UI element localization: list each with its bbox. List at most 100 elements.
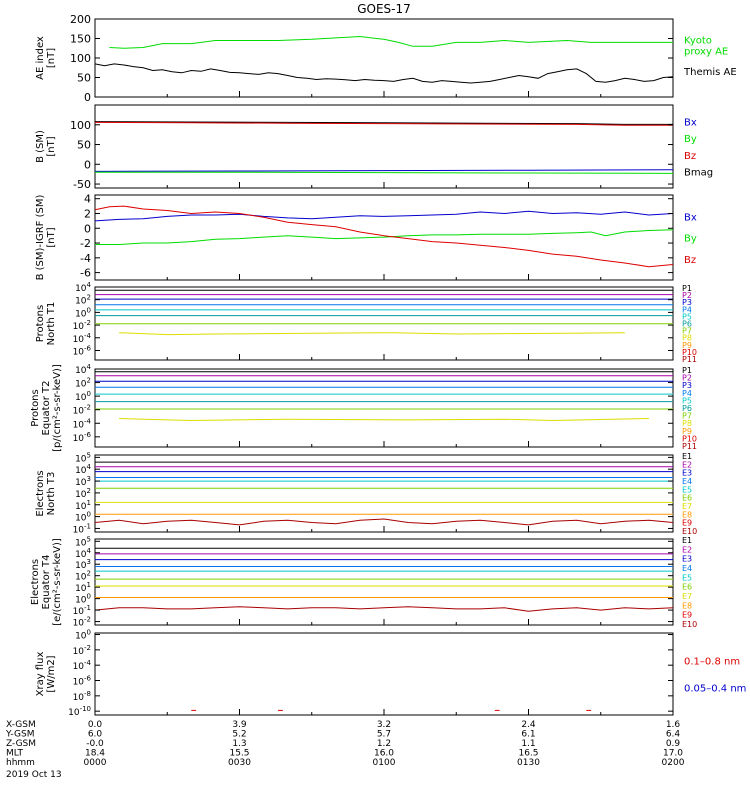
y-axis-label-line: [W/m2] (46, 655, 57, 692)
x-row-value: 6.1 (521, 730, 535, 740)
legend-entry: P1 (682, 284, 692, 293)
y-tick-label: 101 (75, 581, 91, 594)
y-tick-label: 10-2 (73, 404, 91, 417)
legend-entry: Bz (684, 151, 696, 162)
y-axis-label-line: [nT] (46, 227, 57, 247)
series-line-bsm-0 (94, 121, 673, 125)
x-row-label: hhmm (6, 758, 35, 768)
legend-entry: E6 (682, 494, 692, 503)
y-tick-label: 102 (75, 570, 91, 583)
legend-entry: P10 (682, 434, 697, 443)
y-tick-label: 50 (77, 139, 91, 152)
legend-entry: E10 (682, 527, 697, 536)
y-tick-label: 104 (75, 281, 91, 294)
legend-entry: E4 (682, 477, 692, 486)
x-row-label: Y-GSM (5, 730, 34, 740)
y-axis-label-line: Electrons (35, 470, 46, 516)
panel-frame (94, 632, 674, 716)
legend-entry: E8 (682, 510, 692, 519)
legend-entry: E1 (682, 452, 692, 461)
y-tick-label: -50 (73, 178, 91, 191)
series-line-bsm-3 (95, 171, 674, 174)
y-tick-label: 103 (75, 475, 91, 488)
y-axis-label-line: [nT] (46, 136, 57, 156)
y-tick-label: 0 (84, 158, 91, 171)
y-tick-label: 10-2 (73, 319, 91, 332)
x-axis-date: 2019 Oct 13 (6, 770, 62, 780)
legend-entry: E3 (682, 555, 692, 564)
y-tick-label: -4 (80, 252, 91, 265)
x-row-value: 6.4 (666, 730, 681, 740)
legend-entry: P9 (682, 427, 692, 436)
x-row-value: 5.7 (377, 730, 391, 740)
x-row-label: Z-GSM (6, 739, 36, 749)
x-row-value: 0100 (373, 758, 396, 768)
panel-bsm: -50 0 50 100 B (SM) [nT] Bx By Bz Bmag (35, 104, 713, 191)
y-tick-label: 104 (75, 547, 91, 560)
x-row-value: 15.5 (229, 749, 249, 759)
legend-entry: By (684, 134, 697, 145)
y-tick-label: 0 (84, 222, 91, 235)
y-tick-label: 100 (75, 306, 91, 319)
x-row-value: 1.1 (521, 739, 535, 749)
legend-entry: E2 (682, 460, 692, 469)
legend-entry: P4 (682, 305, 692, 314)
y-tick-label: 102 (75, 487, 91, 500)
y-tick-label: 104 (75, 363, 91, 376)
legend-entry: P10 (682, 348, 697, 357)
series-line-bsm-2 (94, 169, 674, 172)
series-line-ee-8 (94, 606, 674, 612)
x-row-value: 16.5 (518, 749, 538, 759)
legend-entry: P3 (682, 298, 692, 307)
legend-entry: E4 (682, 564, 692, 573)
panel-frame (94, 18, 674, 98)
y-tick-label: 103 (75, 558, 91, 571)
y-axis-label-line: [nT] (46, 48, 57, 68)
y-tick-label: 10-2 (73, 616, 91, 629)
panel-bdiff: -6 -4 -2 0 24 B (SM)-IGRF (SM) [nT] Bx By Bz (35, 193, 697, 281)
legend-entry: Kyoto (684, 36, 712, 47)
legend-entry: 0.05–0.4 nm (684, 684, 746, 695)
x-row-label: X-GSM (6, 720, 36, 730)
x-row-value: 0000 (84, 758, 107, 768)
legend-entry: P2 (682, 374, 692, 383)
legend-entry: 0.1–0.8 nm (684, 656, 740, 667)
y-tick-label: 10-4 (73, 332, 92, 345)
y-axis-label-line: [e/(cm²-s-sr-keV)] (52, 538, 63, 626)
x-row-value: 16.0 (374, 749, 394, 759)
panel-frame (94, 538, 674, 626)
legend-entry: By (684, 234, 697, 245)
y-tick-label: 10-8 (73, 690, 91, 703)
series-line-bdiff-1 (95, 229, 674, 245)
legend-entry: P2 (682, 291, 692, 300)
legend-entry: P6 (682, 320, 692, 329)
series-line-bdiff-2 (94, 205, 674, 268)
x-row-value: 2.4 (521, 720, 536, 730)
x-row-value: 3.2 (377, 720, 391, 730)
legend-entry: E2 (682, 545, 692, 554)
y-tick-label: 100 (70, 119, 91, 132)
x-row-value: 0200 (662, 758, 685, 768)
legend-entry: proxy AE (684, 47, 728, 58)
legend-entry: P7 (682, 412, 692, 421)
legend-entry: P1 (682, 366, 692, 375)
legend-entry: E7 (682, 502, 692, 511)
x-row-value: 0130 (517, 758, 540, 768)
legend-entry: P5 (682, 312, 692, 321)
legend-entry: E3 (682, 469, 692, 478)
x-row-value: 0030 (228, 758, 251, 768)
x-row-value: 0.0 (88, 720, 103, 730)
x-row-value: 18.4 (85, 749, 105, 759)
y-tick-label: 50 (77, 72, 91, 85)
panel-frame (94, 104, 674, 189)
legend-entry: Bmag (684, 167, 713, 178)
y-tick-label: 100 (70, 52, 91, 65)
y-tick-label: 102 (75, 377, 91, 390)
y-tick-label: 10-1 (73, 522, 91, 535)
legend-entry: P11 (682, 355, 697, 364)
x-row-value: 17.0 (663, 749, 683, 759)
legend-entry: E5 (682, 485, 692, 494)
